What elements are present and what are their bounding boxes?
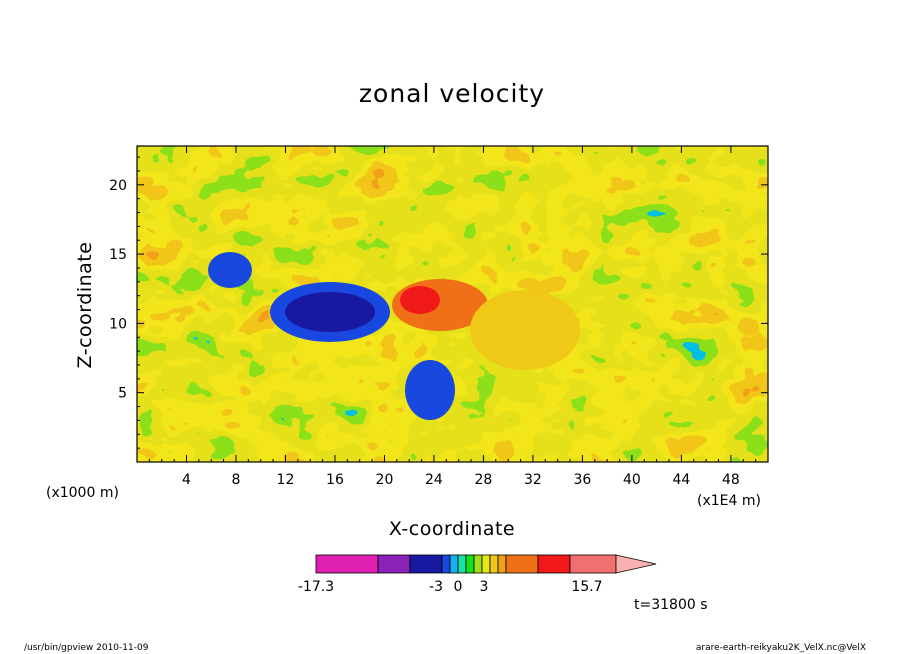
plot-frame	[136, 145, 769, 463]
colorbar-segment	[377, 554, 411, 574]
x-tick-label: 24	[425, 472, 443, 488]
contour-field	[137, 146, 768, 462]
colorbar-segment	[465, 554, 475, 574]
colorbar-segment	[537, 554, 571, 574]
x-tick-label: 16	[326, 472, 344, 488]
colorbar-segment	[315, 554, 379, 574]
colorbar-segment	[481, 554, 491, 574]
x-tick-label: 44	[672, 472, 690, 488]
x-tick-label: 36	[573, 472, 591, 488]
x-tick-label: 12	[277, 472, 295, 488]
colorbar-segment	[497, 554, 507, 574]
colorbar-segment	[569, 554, 617, 574]
time-annotation: t=31800 s	[634, 597, 708, 613]
colorbar-segment	[409, 554, 443, 574]
colorbar-label: -17.3	[298, 579, 334, 595]
x-axis-label: X-coordinate	[389, 518, 515, 540]
chart-title: zonal velocity	[359, 79, 545, 108]
colorbar-segment	[473, 554, 483, 574]
colorbar-segment	[449, 554, 459, 574]
colorbar-segment	[505, 554, 539, 574]
x-tick-labels: 4 8 12 16 20 24 28 32 36 40 44 48	[182, 472, 740, 488]
colorbar-labels: -17.3 -3 0 3 15.7	[298, 579, 603, 595]
footer-left: /usr/bin/gpview 2010-11-09	[24, 643, 149, 653]
y-tick-label: 5	[118, 386, 127, 402]
colorbar-label: -3	[429, 579, 443, 595]
x-tick-label: 48	[722, 472, 740, 488]
x-tick-label: 8	[232, 472, 241, 488]
y-axis-label: Z-coordinate	[74, 242, 96, 369]
colorbar-label: 0	[454, 579, 463, 595]
x-tick-label: 40	[623, 472, 641, 488]
x-tick-label: 4	[182, 472, 191, 488]
colorbar-label: 15.7	[571, 579, 602, 595]
footer-right: arare-earth-reikyaku2K_VelX.nc@VelX	[696, 643, 866, 653]
x-tick-marks	[148, 146, 757, 462]
colorbar-arrow	[615, 554, 657, 574]
colorbar-label: 3	[480, 579, 489, 595]
x-tick-label: 20	[376, 472, 394, 488]
colorbar-segment	[457, 554, 467, 574]
x-tick-label: 28	[475, 472, 493, 488]
y-tick-labels: 5 10 15 20	[109, 178, 127, 402]
y-tick-label: 20	[109, 178, 127, 194]
y-tick-marks	[137, 156, 768, 449]
x-unit-left: (x1000 m)	[46, 485, 119, 501]
y-tick-label: 15	[109, 247, 127, 263]
x-tick-label: 32	[524, 472, 542, 488]
x-unit-right: (x1E4 m)	[697, 493, 761, 509]
colorbar	[315, 554, 657, 574]
colorbar-segment	[489, 554, 499, 574]
colorbar-segment	[441, 554, 451, 574]
y-tick-label: 10	[109, 316, 127, 332]
